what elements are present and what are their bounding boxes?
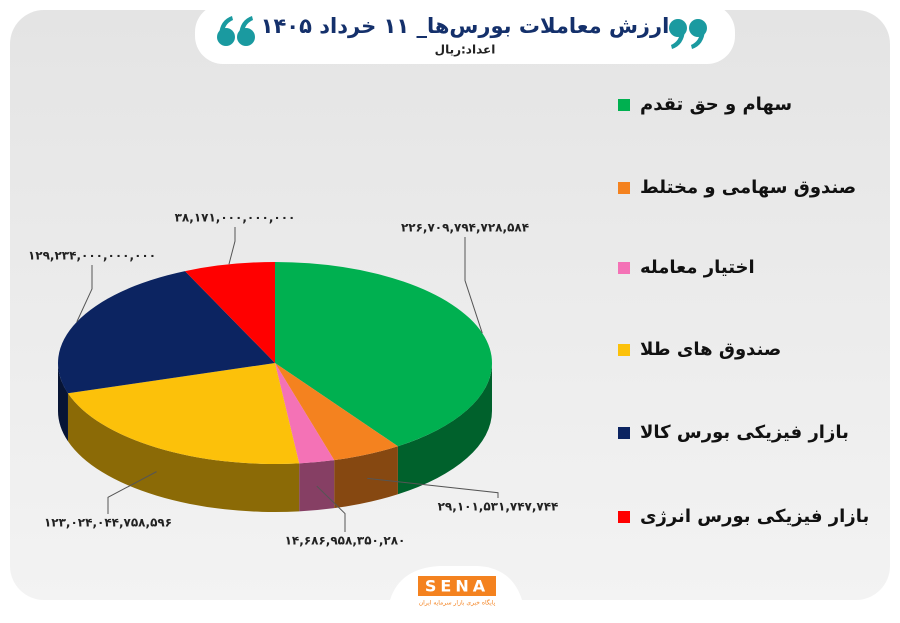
slice-side (334, 446, 398, 509)
legend-swatch (618, 99, 630, 111)
legend-label: اختیار معامله (640, 257, 755, 278)
slice-side (299, 460, 335, 512)
chart-subtitle: اعداد:ریال (435, 43, 496, 57)
slice (57, 271, 275, 394)
logo-box (418, 576, 496, 596)
legend-swatch (618, 182, 630, 194)
data-label: ۱۴,۶۸۶,۹۵۸,۳۵۰,۲۸۰ (285, 534, 406, 548)
slice-side (397, 363, 492, 495)
title-pill (195, 4, 735, 64)
leader-line (316, 485, 346, 532)
legend-label: سهام و حق تقدم (640, 94, 792, 115)
leader-line (228, 227, 236, 265)
slice-side (67, 393, 300, 512)
data-label: ۱۲۳,۰۲۴,۰۴۴,۷۵۸,۵۹۶ (44, 516, 172, 530)
leader-line (76, 265, 93, 323)
data-label: ۳۸,۱۷۱,۰۰۰,۰۰۰,۰۰۰ (175, 211, 296, 225)
legend-label: بازار فیزیکی بورس انرژی (640, 506, 869, 527)
slice (185, 262, 275, 363)
leader-line (367, 477, 499, 498)
legend-label: بازار فیزیکی بورس کالا (640, 422, 849, 443)
legend-swatch (618, 262, 630, 274)
slice (275, 363, 335, 464)
data-label: ۲۹,۱۰۱,۵۳۱,۷۴۷,۷۴۴ (438, 500, 559, 514)
logo-tagline: پایگاه خبری بازار سرمایه ایران (419, 599, 496, 607)
leader-line (464, 237, 483, 334)
slice (275, 363, 398, 461)
slice (67, 363, 300, 464)
legend-swatch (618, 344, 630, 356)
legend-swatch (618, 427, 630, 439)
quote-left (217, 16, 255, 46)
slice-side (58, 363, 68, 442)
legend-label: صندوق سهامی و مختلط (640, 177, 856, 198)
chart-title: ارزش معاملات بورس‌ها_ ۱۱ خرداد ۱۴۰۵ (261, 14, 670, 38)
logo: SENA (425, 577, 489, 596)
slice (275, 262, 492, 447)
legend-label: صندوق های طلا (640, 339, 781, 360)
data-label: ۱۲۹,۲۳۴,۰۰۰,۰۰۰,۰۰۰ (28, 249, 156, 263)
quote-right (669, 19, 707, 49)
legend-swatch (618, 511, 630, 523)
leader-line (107, 471, 157, 514)
data-label: ۲۲۶,۷۰۹,۷۹۴,۷۲۸,۵۸۴ (401, 221, 529, 235)
